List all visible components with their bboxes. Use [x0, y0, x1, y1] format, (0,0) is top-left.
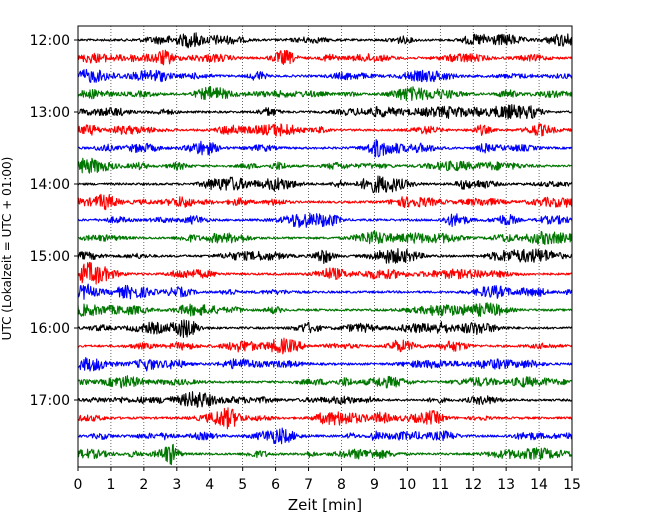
- trace-1300: [77, 103, 573, 120]
- x-tick-label: 4: [205, 477, 214, 493]
- x-tick-label: 14: [530, 477, 548, 493]
- trace-1415: [77, 193, 573, 211]
- x-tick-label: 13: [497, 477, 515, 493]
- trace-1200: [77, 32, 573, 49]
- y-tick-label: 12:00: [30, 33, 70, 49]
- trace-1545: [77, 302, 573, 317]
- x-tick-label: 0: [74, 477, 83, 493]
- x-tick-label: 1: [106, 477, 115, 493]
- x-tick-label: 2: [139, 477, 148, 493]
- x-tick-label: 3: [172, 477, 181, 493]
- x-tick-label: 11: [431, 477, 449, 493]
- x-tick-label: 10: [398, 477, 416, 493]
- y-axis: 12:00 13:00 14:00 15:00 16:00 17:00: [30, 33, 78, 409]
- trace-1245: [77, 85, 573, 102]
- y-axis-title: UTC (Lokalzeit = UTC + 01:00): [0, 157, 14, 341]
- trace-1445: [77, 230, 573, 245]
- trace-1330: [77, 138, 573, 158]
- x-tick-label: 15: [563, 477, 581, 493]
- y-tick-label: 15:00: [30, 249, 70, 265]
- x-tick-label: 6: [271, 477, 280, 493]
- seismic-traces: [77, 32, 573, 466]
- trace-1530: [77, 283, 573, 300]
- x-tick-label: 12: [464, 477, 482, 493]
- trace-1500: [77, 247, 573, 265]
- trace-1345: [77, 157, 573, 174]
- trace-1730: [77, 427, 573, 445]
- x-axis: 0 1 2 3 4 5 6 7 8 9 10 11 12 13 14 15: [74, 467, 581, 493]
- trace-1315: [77, 123, 573, 137]
- trace-1630: [77, 356, 573, 372]
- trace-1645: [77, 375, 573, 389]
- trace-1715: [77, 407, 573, 430]
- trace-1430: [77, 212, 573, 228]
- trace-1515: [77, 261, 573, 285]
- trace-1400: [77, 175, 573, 194]
- y-tick-label: 13:00: [30, 105, 70, 121]
- trace-1615: [77, 337, 573, 355]
- trace-1230: [77, 68, 573, 83]
- x-axis-title: Zeit [min]: [288, 496, 362, 514]
- trace-1600: [77, 319, 573, 338]
- x-tick-label: 5: [238, 477, 247, 493]
- x-tick-label: 7: [304, 477, 313, 493]
- y-tick-label: 14:00: [30, 177, 70, 193]
- trace-1215: [77, 49, 573, 66]
- x-tick-label: 9: [370, 477, 379, 493]
- trace-1700: [77, 391, 573, 408]
- trace-1745: [77, 443, 573, 466]
- y-tick-label: 17:00: [30, 393, 70, 409]
- x-tick-label: 8: [337, 477, 346, 493]
- plot-frame: [77, 25, 573, 468]
- y-tick-label: 16:00: [30, 321, 70, 337]
